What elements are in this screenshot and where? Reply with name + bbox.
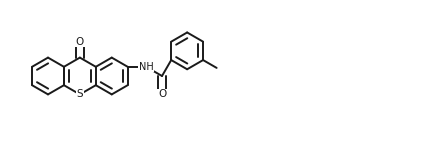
Text: O: O xyxy=(158,89,166,99)
Text: S: S xyxy=(77,89,83,99)
Text: O: O xyxy=(76,37,84,47)
Text: NH: NH xyxy=(139,62,153,72)
